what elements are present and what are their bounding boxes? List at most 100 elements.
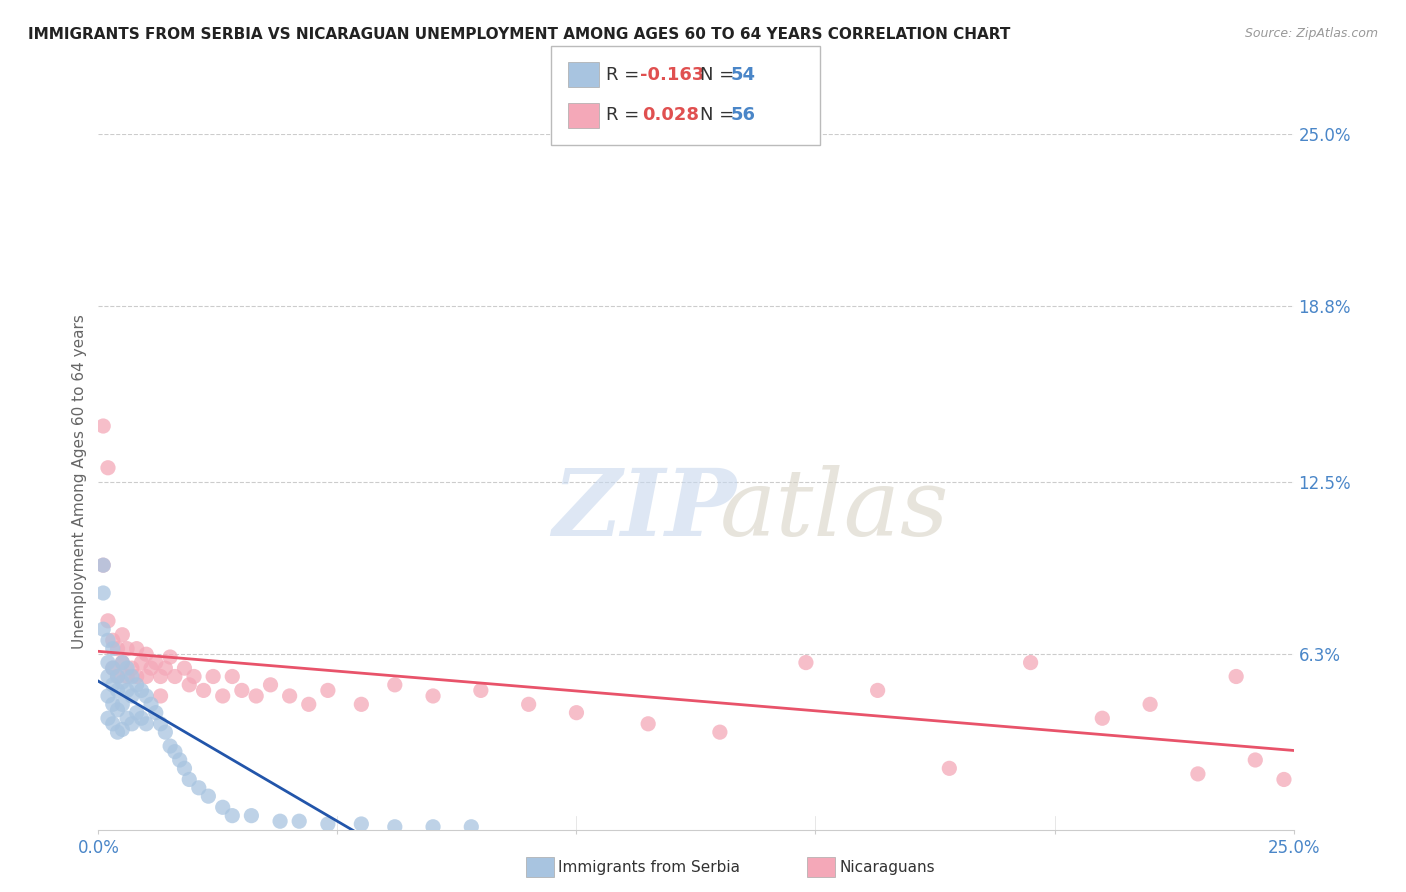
Point <box>159 739 181 753</box>
Point <box>350 817 373 831</box>
Point <box>111 698 134 712</box>
Point <box>211 689 233 703</box>
Text: R =: R = <box>606 66 645 84</box>
Point <box>1091 711 1114 725</box>
Point <box>111 656 134 670</box>
Point <box>197 789 219 804</box>
Text: Nicaraguans: Nicaraguans <box>839 860 935 874</box>
Point <box>1019 656 1042 670</box>
Point <box>173 761 195 775</box>
Point <box>179 772 201 787</box>
Y-axis label: Unemployment Among Ages 60 to 64 years: Unemployment Among Ages 60 to 64 years <box>72 314 87 649</box>
Point <box>139 661 162 675</box>
Point <box>145 656 167 670</box>
Text: Immigrants from Serbia: Immigrants from Serbia <box>558 860 740 874</box>
Point <box>115 711 138 725</box>
Point <box>278 689 301 703</box>
Point <box>1139 698 1161 712</box>
Point <box>565 706 588 720</box>
Point <box>125 641 148 656</box>
Point <box>101 678 124 692</box>
Point <box>97 656 120 670</box>
Point <box>131 683 153 698</box>
Point <box>115 683 138 698</box>
Point <box>101 661 124 675</box>
Point <box>288 814 311 829</box>
Text: N =: N = <box>700 66 740 84</box>
Point <box>135 647 157 661</box>
Point <box>135 689 157 703</box>
Point <box>139 698 162 712</box>
Point <box>384 820 406 834</box>
Point <box>101 661 124 675</box>
Point <box>125 678 148 692</box>
Point <box>245 689 267 703</box>
Point <box>221 808 243 822</box>
Point <box>1272 772 1295 787</box>
Point <box>187 780 209 795</box>
Point <box>97 633 120 648</box>
Point <box>709 725 731 739</box>
Point <box>163 745 186 759</box>
Point <box>794 656 817 670</box>
Point <box>1244 753 1267 767</box>
Point <box>159 650 181 665</box>
Point <box>107 725 129 739</box>
Text: IMMIGRANTS FROM SERBIA VS NICARAGUAN UNEMPLOYMENT AMONG AGES 60 TO 64 YEARS CORR: IMMIGRANTS FROM SERBIA VS NICARAGUAN UNE… <box>28 27 1011 42</box>
Point <box>121 669 143 683</box>
Point <box>231 683 253 698</box>
Point <box>211 800 233 814</box>
Point <box>91 419 114 434</box>
Point <box>97 614 120 628</box>
Text: ZIP: ZIP <box>553 465 737 555</box>
Point <box>107 641 129 656</box>
Point <box>97 711 120 725</box>
Point <box>107 703 129 717</box>
Point <box>350 698 373 712</box>
Point <box>149 689 172 703</box>
Text: atlas: atlas <box>720 465 949 555</box>
Point <box>460 820 482 834</box>
Point <box>125 706 148 720</box>
Point <box>111 628 134 642</box>
Point <box>298 698 321 712</box>
Text: N =: N = <box>700 106 740 124</box>
Point <box>149 716 172 731</box>
Point <box>1187 767 1209 781</box>
Point <box>163 669 186 683</box>
Point <box>193 683 215 698</box>
Point <box>221 669 243 683</box>
Point <box>115 661 138 675</box>
Point <box>125 669 148 683</box>
Point <box>97 689 120 703</box>
Point <box>91 558 114 573</box>
Point <box>938 761 960 775</box>
Point <box>422 689 444 703</box>
Text: 56: 56 <box>731 106 756 124</box>
Point <box>135 669 157 683</box>
Point <box>107 669 129 683</box>
Point <box>101 641 124 656</box>
Point <box>316 817 339 831</box>
Point <box>384 678 406 692</box>
Text: 54: 54 <box>731 66 756 84</box>
Point <box>111 656 134 670</box>
Point <box>155 661 177 675</box>
Point <box>131 656 153 670</box>
Point <box>202 669 225 683</box>
Point <box>183 669 205 683</box>
Point <box>115 669 138 683</box>
Point <box>97 669 120 683</box>
Point <box>115 641 138 656</box>
Point <box>470 683 492 698</box>
Point <box>91 586 114 600</box>
Point <box>101 633 124 648</box>
Point <box>1225 669 1247 683</box>
Point <box>121 716 143 731</box>
Point <box>179 678 201 692</box>
Point <box>169 753 191 767</box>
Text: R =: R = <box>606 106 645 124</box>
Point <box>259 678 281 692</box>
Point <box>173 661 195 675</box>
Point <box>637 716 659 731</box>
